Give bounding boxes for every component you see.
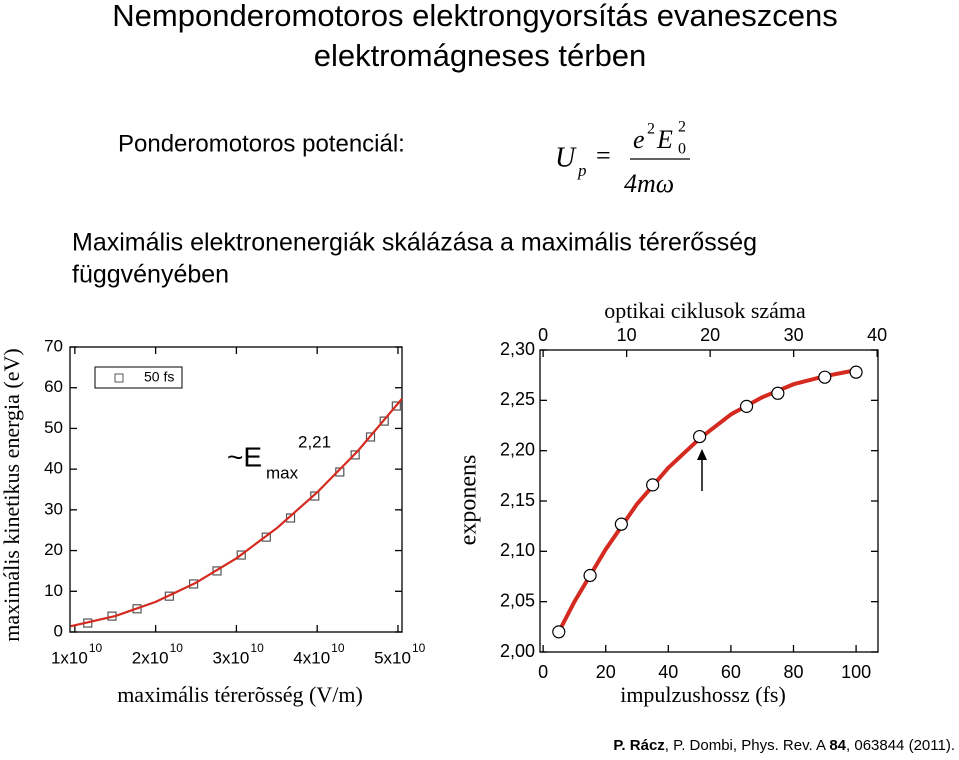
marker [818,370,832,384]
y-tick-label: 50 [44,418,63,437]
potential-label: Ponderomotoros potenciál: [118,130,405,157]
y-tick-label: 0 [54,621,63,640]
title-line: Nemponderomotoros elektrongyorsítás evan… [112,0,837,33]
annotation-sub: max [266,463,299,482]
marker [693,429,707,444]
x2-tick-label: 30 [784,325,804,345]
formula-part: 0 [678,141,686,158]
y-tick-label: 2,20 [500,439,535,459]
formula-part: E [656,125,673,154]
legend-box [94,366,183,389]
x-axis-title: impulzushossz (fs) [620,682,786,707]
x-tick-exponent: 10 [250,641,264,655]
ref-part: , 063844 (2011). [846,737,955,754]
y-tick-label: 10 [44,581,63,600]
marker [285,513,296,523]
plot-frame [69,346,403,633]
y-tick-label: 2,30 [500,339,535,359]
y-tick-label: 2,00 [500,641,535,661]
arrow-head [697,449,707,460]
marker [646,478,660,492]
formula-part: e [633,125,645,154]
chart: 0102030405060701x10102x10103x10104x10105… [0,336,426,707]
x2-tick-label: 10 [617,325,637,345]
x-tick-exponent: 10 [170,641,184,655]
plot-frame [539,349,879,653]
y-tick-label: 30 [44,499,63,518]
formula-part: 2 [678,119,686,136]
x-tick-label: 100 [841,662,871,682]
y-tick-label: 2,15 [500,490,535,510]
marker [552,625,566,639]
formula-part: U [555,142,577,173]
formula: U p = e 2 E 2 0 4mω [555,119,690,198]
x2-axis-title: optikai ciklusok száma [604,298,806,323]
x-axis-title: maximális térerõsség (V/m) [117,682,363,707]
marker [739,399,754,413]
title-line: elektromágneses térben [314,38,647,73]
y-tick-label: 40 [44,459,63,478]
y-tick-label: 70 [44,336,63,355]
marker [614,517,628,531]
legend-label: 50 fs [144,369,174,385]
x2-tick-label: 40 [867,325,887,345]
fit-line [70,398,403,628]
y-tick-label: 2,10 [500,540,535,560]
marker [583,568,597,583]
x-tick-exponent: 10 [331,641,345,655]
x-tick-label: 20 [596,662,616,682]
x-tick-exponent: 10 [412,641,426,655]
x2-tick-label: 0 [538,325,548,345]
y-tick-label: 2,05 [500,590,535,610]
x-tick-label: 3x10 [213,648,250,667]
annotation-sup: 2,21 [298,432,331,451]
x-tick-label: 40 [658,662,678,682]
chart: 2,002,052,102,152,202,252,300 20 40 60 80 100… [456,298,888,707]
x-tick-label: 60 [721,662,741,682]
marker [849,365,863,379]
formula-part: 4mω [624,169,674,198]
y-tick-label: 2,25 [500,389,535,409]
x-tick-label: 0 [538,662,548,682]
marker [771,386,785,400]
ref-part: P. Rácz [613,737,664,754]
fit-line [557,368,857,633]
y-tick-label: 60 [44,377,63,396]
x-tick-label: 4x10 [293,648,330,667]
y-tick-label: 20 [44,540,63,559]
ref-part: , P. Dombi, Phys. Rev. A [665,737,830,754]
x-tick-label: 80 [783,662,803,682]
x-tick-label: 1x10 [51,648,88,667]
x-tick-exponent: 10 [89,641,103,655]
x2-tick-label: 20 [700,325,720,345]
formula-part: p [577,161,587,180]
x-tick-label: 2x10 [132,648,169,667]
subtitle-line: Maximális elektronenergiák skálázása a m… [72,229,757,257]
legend-marker [114,373,124,383]
x-tick-label: 5x10 [374,648,411,667]
marker [310,491,320,501]
reference: P. Rácz, P. Dombi, Phys. Rev. A 84, 0638… [613,737,955,754]
annotation: ~E [227,441,262,472]
ref-part: 84 [829,737,846,754]
subtitle-line: függvényében [72,261,229,289]
formula-part: 2 [647,121,655,138]
y-axis-title: exponens [456,455,482,546]
formula-part: = [596,141,611,170]
y-axis-title: maximális kinetikus energia (eV) [0,348,24,641]
